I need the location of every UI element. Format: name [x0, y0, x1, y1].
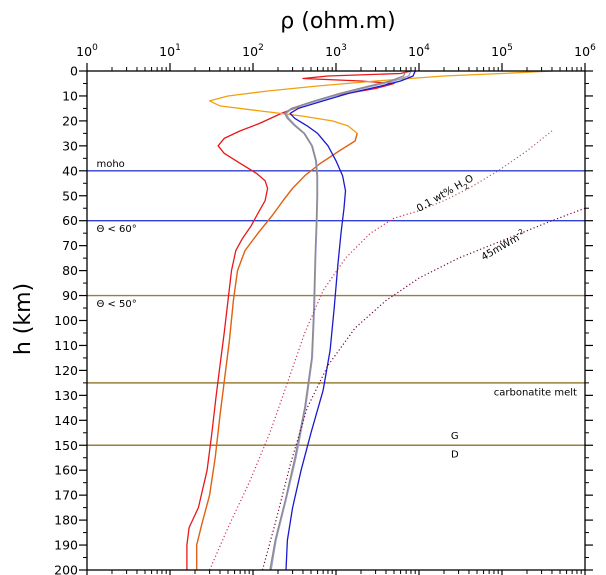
- series-line-9: [261, 207, 586, 571]
- series-line-1: [186, 70, 412, 570]
- y-tick-label: 80: [62, 263, 78, 278]
- x-tick-label: 105: [491, 43, 513, 59]
- annotation-2: Θ < 60°: [96, 224, 136, 235]
- annotation-5: G: [451, 431, 459, 442]
- y-tick-label: 180: [54, 513, 78, 528]
- x-axis-ticks: 100 101 102 103 104 105 106: [76, 43, 596, 575]
- reference-lines: [87, 170, 585, 446]
- y-tick-label: 120: [54, 363, 78, 378]
- x-tick-label: 106: [574, 43, 596, 59]
- x-tick-label: 103: [325, 43, 347, 59]
- y-tick-label: 0: [70, 64, 78, 79]
- annotation-3: Θ < 50°: [96, 299, 136, 310]
- series-line-3: [196, 133, 358, 570]
- series-line-4: [285, 70, 416, 571]
- y-tick-label: 70: [62, 238, 78, 253]
- y-tick-label: 40: [62, 163, 78, 178]
- series-line-5: [270, 70, 412, 571]
- y-tick-label: 30: [62, 138, 78, 153]
- series-line-7: [209, 210, 420, 571]
- y-tick-label: 160: [54, 463, 78, 478]
- annotation-6: D: [451, 450, 459, 461]
- y-tick-label: 50: [62, 188, 78, 203]
- x-tick-label: 102: [242, 43, 264, 59]
- series-line-8: [418, 130, 553, 212]
- y-axis-ticks: 0 10 20 30 40 50 60 70 80 90 100 110 120 130 140 150 160…: [54, 64, 593, 575]
- x-tick-label: 101: [159, 43, 181, 59]
- x-axis-title: ρ (ohm.m): [280, 9, 395, 34]
- y-tick-label: 100: [54, 313, 78, 328]
- y-tick-label: 90: [62, 288, 78, 303]
- y-tick-label: 190: [54, 538, 78, 553]
- y-tick-label: 20: [62, 113, 78, 128]
- annotation-1: moho: [96, 159, 124, 170]
- y-tick-label: 60: [62, 213, 78, 228]
- y-axis-title: h (km): [11, 283, 36, 355]
- y-tick-label: 10: [62, 88, 78, 103]
- data-series: [186, 70, 586, 571]
- annotation-4: carbonatite melt: [494, 387, 577, 398]
- x-tick-label: 100: [76, 43, 98, 59]
- series-line-6: [269, 70, 407, 571]
- y-tick-label: 130: [54, 388, 78, 403]
- x-tick-label: 104: [408, 43, 430, 59]
- y-tick-label: 200: [54, 563, 78, 575]
- y-tick-label: 170: [54, 488, 78, 503]
- y-tick-label: 150: [54, 438, 78, 453]
- y-tick-label: 110: [54, 338, 78, 353]
- y-tick-label: 140: [54, 413, 78, 428]
